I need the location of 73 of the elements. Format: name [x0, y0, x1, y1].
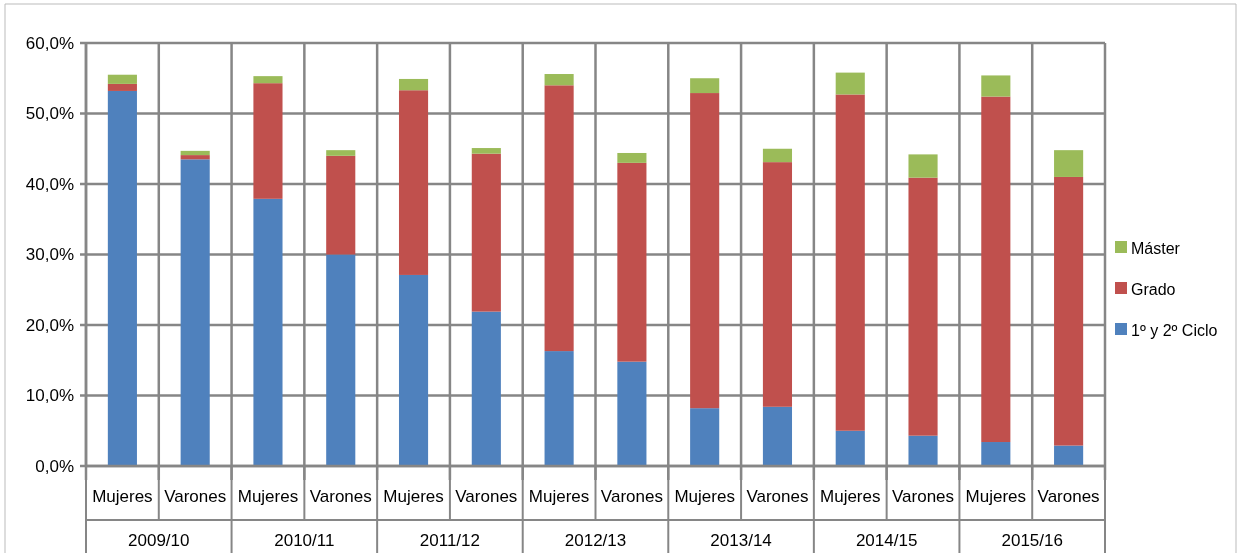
text: 2010/11 — [274, 531, 335, 550]
bar — [1054, 150, 1084, 177]
text: 2014/15 — [855, 531, 918, 550]
x-tick-label: Mujeres — [965, 487, 1027, 506]
x-tick-label: Varones — [600, 487, 663, 506]
bar — [471, 148, 501, 154]
bar — [981, 75, 1011, 97]
text: 2013/14 — [710, 531, 772, 550]
bar — [253, 198, 283, 466]
bar — [180, 155, 210, 160]
bar — [326, 254, 356, 466]
bar — [835, 430, 865, 466]
bar — [180, 150, 210, 156]
bar — [398, 274, 429, 466]
bar — [180, 159, 210, 466]
bar — [617, 162, 647, 362]
bar — [690, 78, 720, 94]
bar — [762, 406, 793, 466]
y-tick-label: 60,0% — [25, 33, 74, 53]
bar — [981, 442, 1011, 466]
bar — [471, 153, 501, 312]
bar — [398, 78, 429, 91]
text: 2015/16 — [1001, 531, 1063, 550]
x-tick-label: Mujeres — [237, 487, 299, 506]
legend-label: Máster — [1131, 239, 1181, 257]
x-tick-label: Mujeres — [674, 487, 735, 506]
bar — [326, 150, 356, 156]
x-tick-label: Varones — [1037, 487, 1100, 506]
y-tick-label: 30,0% — [25, 245, 74, 265]
bar — [981, 96, 1011, 443]
text: 2011/12 — [419, 531, 481, 550]
bar — [1054, 445, 1084, 466]
bar — [762, 162, 793, 407]
y-tick-label: 50,0% — [25, 104, 74, 124]
x-tick-label: Varones — [455, 487, 518, 506]
bar — [835, 72, 865, 95]
x-tick-label: Varones — [892, 487, 955, 506]
x-tick-label: Varones — [746, 487, 809, 506]
y-tick-label: 20,0% — [25, 315, 74, 335]
bar — [617, 152, 647, 163]
legend-label: Grado — [1131, 280, 1176, 298]
x-tick-label: Varones — [309, 487, 372, 506]
bar — [326, 155, 356, 255]
bar — [107, 90, 137, 466]
bar — [544, 85, 574, 352]
bar — [908, 177, 938, 436]
y-tick-label: 10,0% — [25, 386, 74, 406]
x-tick-label: Mujeres — [383, 487, 444, 506]
bar — [107, 83, 137, 91]
bar — [253, 83, 283, 199]
x-tick-label: Mujeres — [820, 487, 881, 506]
bar — [762, 148, 793, 163]
bar — [471, 311, 501, 466]
bar — [544, 351, 574, 466]
y-tick-label: 0,0% — [35, 456, 74, 476]
bar — [107, 74, 137, 84]
bar — [1054, 176, 1084, 446]
bar — [398, 90, 429, 275]
bar — [835, 94, 865, 431]
bar — [690, 93, 720, 409]
x-tick-label: Mujeres — [92, 487, 153, 506]
text: 2012/13 — [564, 531, 627, 550]
bar — [908, 154, 938, 178]
text: 2009/10 — [128, 531, 190, 550]
y-tick-label: 40,0% — [25, 174, 74, 194]
bar — [544, 74, 574, 86]
bar — [617, 361, 647, 466]
legend-label: 1º y 2º Ciclo — [1131, 321, 1218, 339]
bar — [690, 408, 720, 466]
x-tick-label: Mujeres — [528, 487, 590, 506]
bar — [908, 435, 938, 466]
bar — [253, 76, 283, 84]
x-tick-label: Varones — [164, 487, 227, 506]
